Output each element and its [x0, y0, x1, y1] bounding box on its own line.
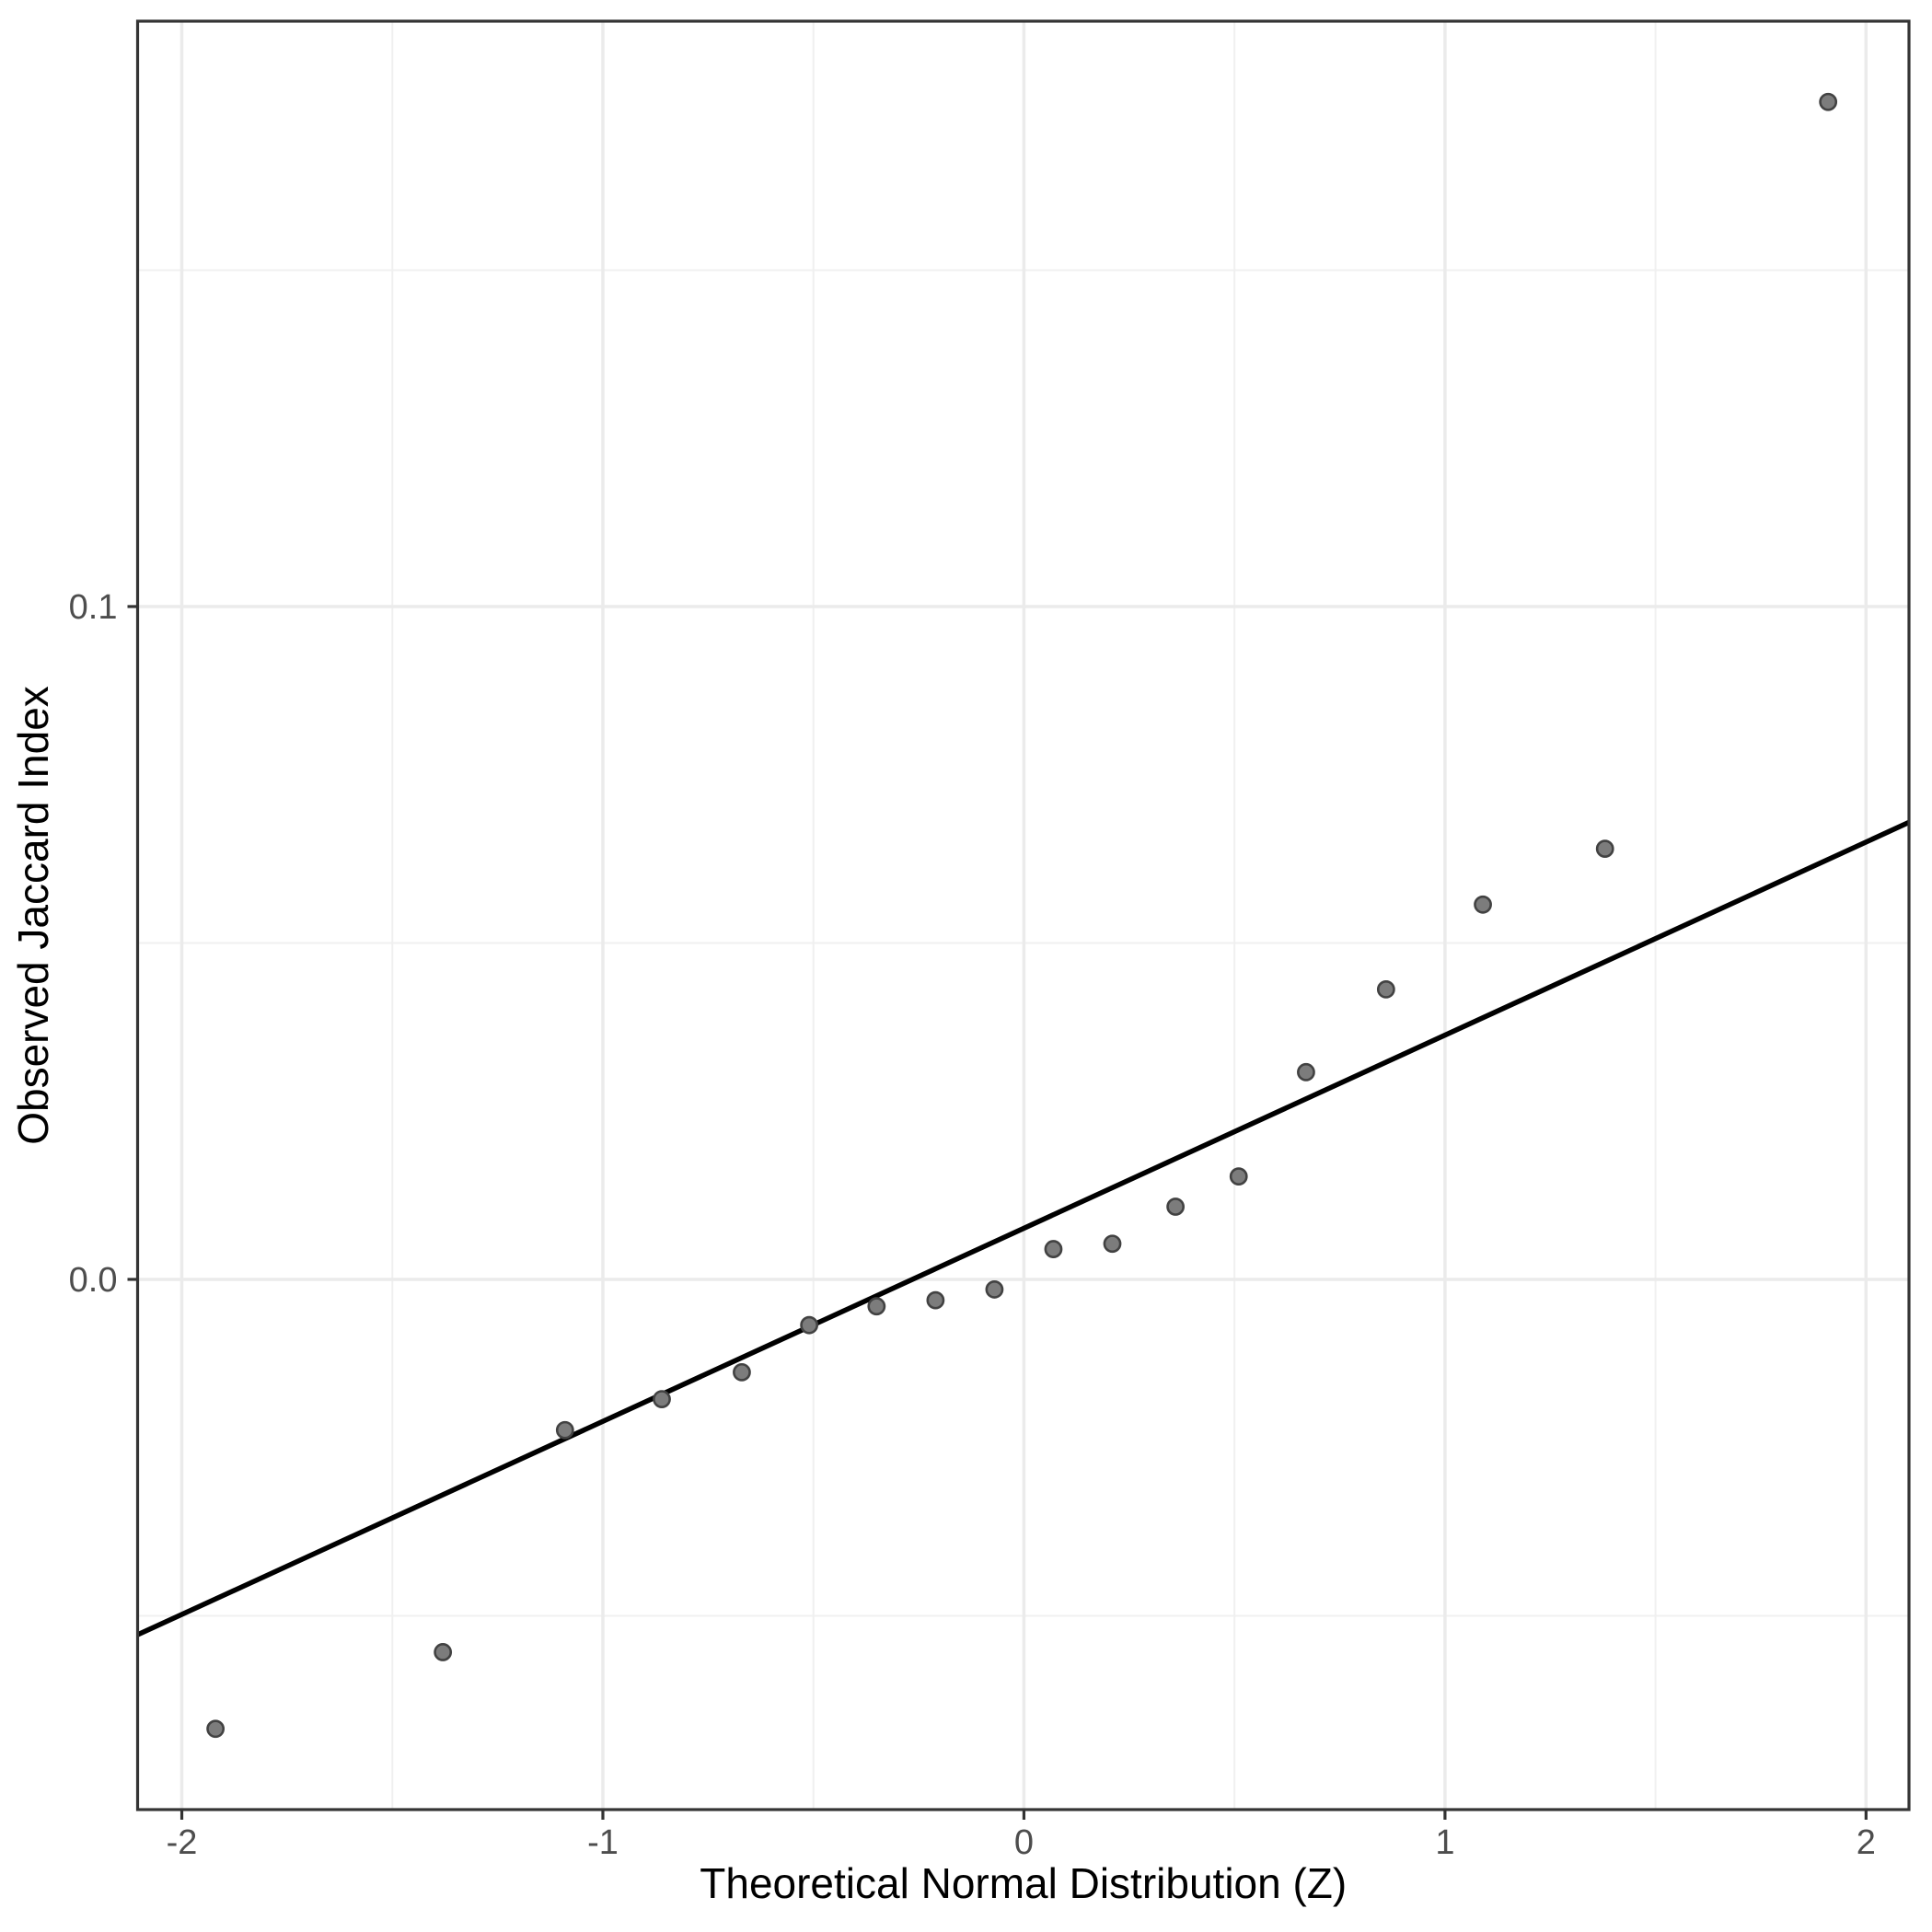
axis-ticks [127, 605, 1868, 1820]
qq-point [1819, 92, 1838, 111]
qq-point [434, 1643, 453, 1661]
axis-tick-labels: -2 -1 0 1 2 0.0 0.1 [69, 588, 1876, 1862]
x-tick-label: -1 [587, 1823, 619, 1862]
qq-point [985, 1280, 1004, 1299]
qq-point [926, 1290, 945, 1310]
qq-point [653, 1390, 671, 1408]
qq-point [733, 1362, 751, 1382]
qq-point [1474, 895, 1492, 914]
qq-point [1297, 1062, 1315, 1082]
qq-point [1229, 1167, 1248, 1186]
qq-point [1103, 1234, 1122, 1254]
qq-point [1044, 1240, 1063, 1258]
qq-point [867, 1297, 886, 1316]
qq-point [1595, 839, 1614, 859]
qq-point [1166, 1197, 1186, 1216]
y-tick-label: 0.0 [69, 1261, 118, 1300]
qq-point [1376, 980, 1395, 999]
x-tick-label: 0 [1014, 1823, 1034, 1862]
x-tick-label: 1 [1435, 1823, 1454, 1862]
qq-point [800, 1315, 819, 1335]
qq-point [206, 1719, 226, 1739]
y-tick-label: 0.1 [69, 588, 118, 627]
grid-major-lines [137, 21, 1909, 1810]
y-axis-title: Observed Jaccard Index [9, 686, 57, 1145]
qq-point [555, 1420, 574, 1440]
x-axis-title: Theoretical Normal Distribution (Z) [700, 1859, 1347, 1907]
qq-reference-line [136, 819, 1911, 1637]
scatter-points [206, 92, 1838, 1739]
x-tick-label: -2 [167, 1823, 198, 1862]
x-tick-label: 2 [1857, 1823, 1876, 1862]
